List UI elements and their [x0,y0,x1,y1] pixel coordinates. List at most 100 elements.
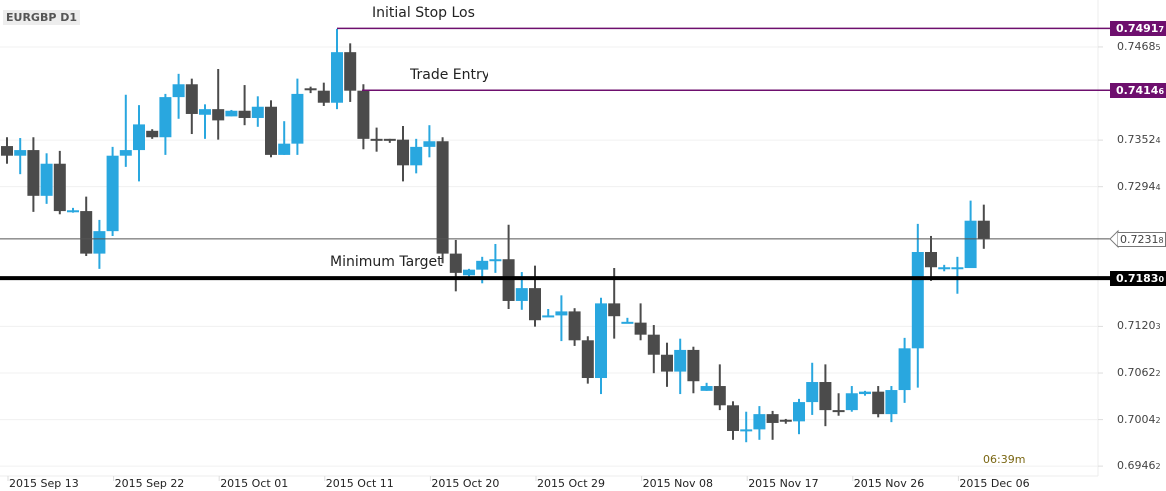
candle [819,364,832,427]
minimum-target-label: Minimum Target [330,254,443,270]
candle [595,297,607,395]
candle-body [172,84,185,98]
candle-body [185,84,198,114]
candle-body [383,138,396,141]
candle-body [859,391,871,395]
candle-body [621,321,634,324]
y-tick-label: 0.69462 [1117,459,1161,473]
candle [674,338,687,395]
candle-body [106,155,119,232]
candle-body [449,253,462,273]
candle-body [423,141,436,147]
candle-body [977,220,990,240]
candle [885,386,898,423]
candle-body [779,419,792,422]
x-tick-label: 2015 Nov 17 [748,477,819,490]
candle-body [938,267,951,270]
candle [489,243,502,273]
candle-body [40,163,53,196]
x-tick-label: 2015 Oct 01 [220,477,289,490]
candle [463,268,475,277]
candle [27,137,40,212]
candle [568,308,581,346]
candle-body [581,340,594,379]
candle [832,393,845,416]
candle [938,264,951,272]
y-tick-label: 0.70042 [1117,412,1161,426]
candle [740,411,753,443]
candle-body [674,349,687,372]
candle [898,337,911,403]
candle-body [238,110,251,118]
candle-body [489,259,502,262]
candle [687,346,700,394]
candle-timer: 06:39m [983,453,1026,466]
candle [397,126,409,182]
candle-body [568,311,581,341]
candle [766,410,779,440]
candle [964,200,977,269]
candle-body [647,334,660,355]
trade-entry-price-tag[interactable]: 0.74146 [1110,83,1166,99]
candle-body [687,349,700,382]
candle [370,127,383,152]
candle [713,364,726,411]
candle-body [304,88,317,91]
candle [383,138,396,143]
y-tick-label: 0.72944 [1117,179,1161,193]
x-tick-label: 2015 Nov 08 [642,477,714,490]
candle [159,93,172,155]
candle-body [225,110,238,117]
candle-body [80,211,93,254]
candle [621,317,634,324]
candle [436,137,449,264]
candle-body [832,410,845,413]
candle [700,382,713,391]
candle [542,308,555,318]
candle [872,386,885,418]
candle [331,28,343,110]
candle [423,125,436,158]
candle-body [199,109,211,115]
candle [93,219,106,269]
candle-body [502,259,515,301]
minimum-target-price-tag[interactable]: 0.71830 [1110,271,1166,287]
candle-body [951,267,964,270]
candle [661,342,673,387]
candle [727,401,739,440]
y-tick-label: 0.71203 [1117,319,1161,333]
candle [859,390,871,396]
candle [779,418,792,424]
candle-body [911,252,924,349]
candle-body [67,210,79,213]
candle-body [53,163,66,212]
y-tick-label: 0.70622 [1117,366,1161,380]
candle [265,100,277,158]
candle [238,85,251,126]
candle-body [925,252,937,268]
candle-body [357,90,370,139]
candle [172,73,185,119]
candle [753,406,766,440]
candle [845,386,858,412]
candle [1,137,13,164]
candle-body [344,52,357,91]
x-tick-label: 2015 Sep 22 [114,477,185,490]
candle [317,82,330,106]
candle [911,223,924,388]
candle-body [436,141,449,254]
candle [410,138,423,174]
candle-body [740,429,753,432]
candle [291,78,304,155]
x-tick-label: 2015 Sep 13 [9,477,79,490]
candle-body [133,124,145,151]
candle-body [476,260,489,270]
current-price-tag[interactable]: 0.72318 [1118,231,1166,247]
candle [67,207,79,213]
candle [502,224,515,309]
x-tick-label: 2015 Oct 29 [537,477,606,490]
x-tick-label: 2015 Oct 20 [431,477,500,490]
stop-loss-price-tag[interactable]: 0.74917 [1110,21,1166,37]
